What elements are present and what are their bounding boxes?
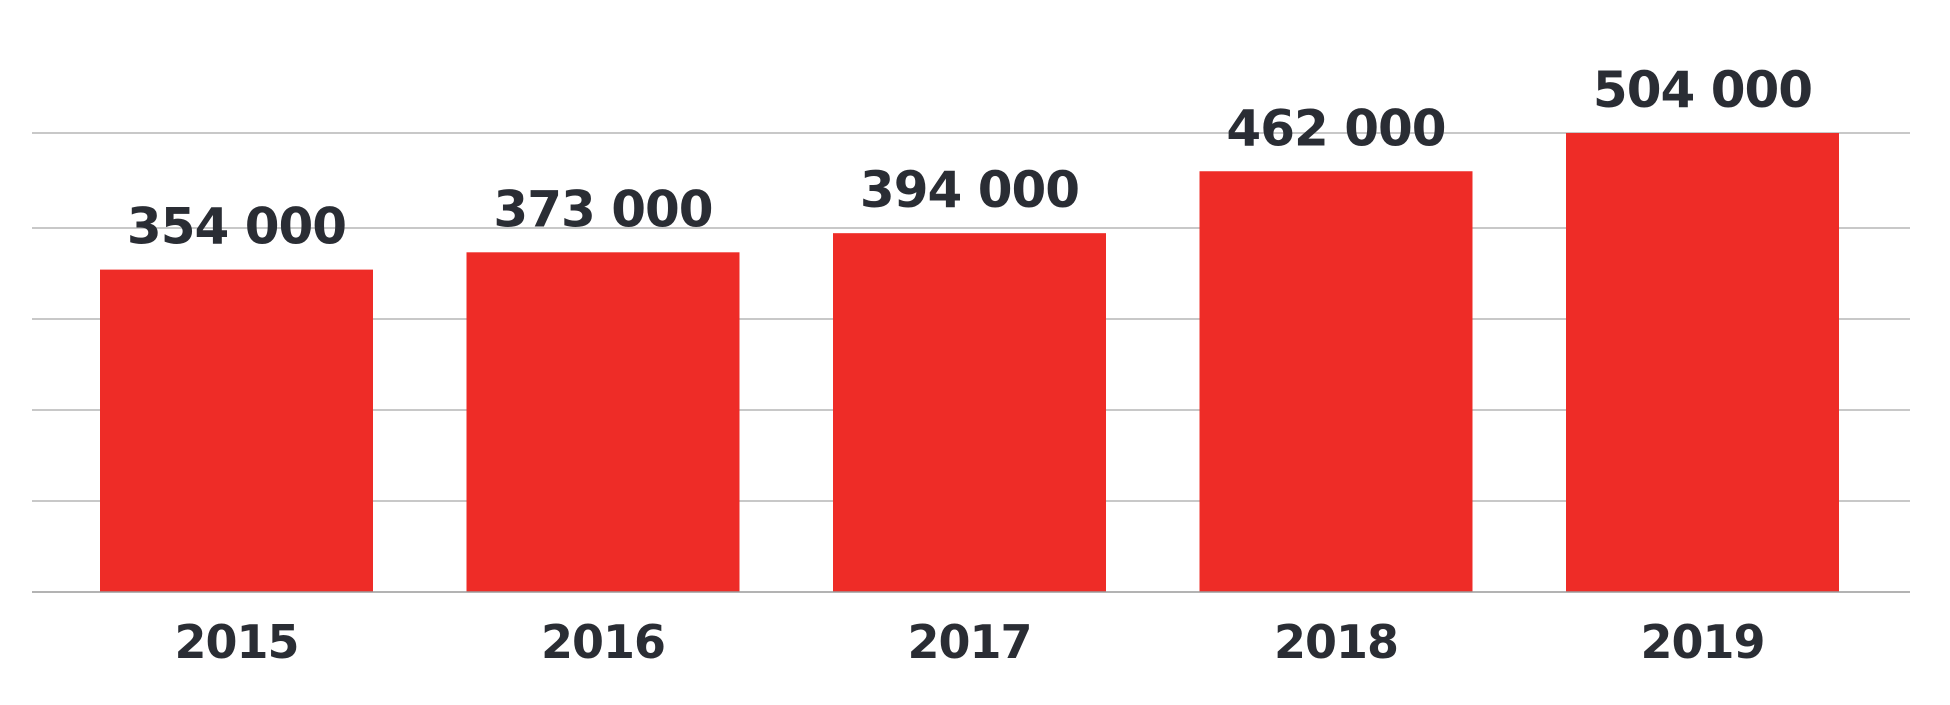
bar-2019 — [1566, 133, 1839, 592]
x-tick-label-2017: 2017 — [907, 615, 1031, 669]
bar-2018 — [1199, 171, 1473, 592]
data-labels: 354 000 373 000 394 000 462 000 504 000 — [127, 61, 1813, 256]
bar-2015 — [100, 269, 373, 592]
x-axis-tick-labels: 2015 2016 2017 2018 2019 — [174, 615, 1765, 669]
bar-2016 — [466, 252, 740, 592]
data-label-2018: 462 000 — [1226, 99, 1445, 157]
x-tick-label-2019: 2019 — [1640, 615, 1764, 669]
x-tick-label-2015: 2015 — [174, 615, 298, 669]
data-label-2017: 394 000 — [860, 161, 1079, 219]
data-label-2019: 504 000 — [1593, 61, 1812, 119]
x-tick-label-2018: 2018 — [1274, 615, 1398, 669]
bars — [100, 133, 1839, 592]
data-label-2015: 354 000 — [127, 198, 346, 256]
data-label-2016: 373 000 — [493, 180, 712, 238]
x-tick-label-2016: 2016 — [541, 615, 665, 669]
bar-2017 — [833, 233, 1106, 592]
